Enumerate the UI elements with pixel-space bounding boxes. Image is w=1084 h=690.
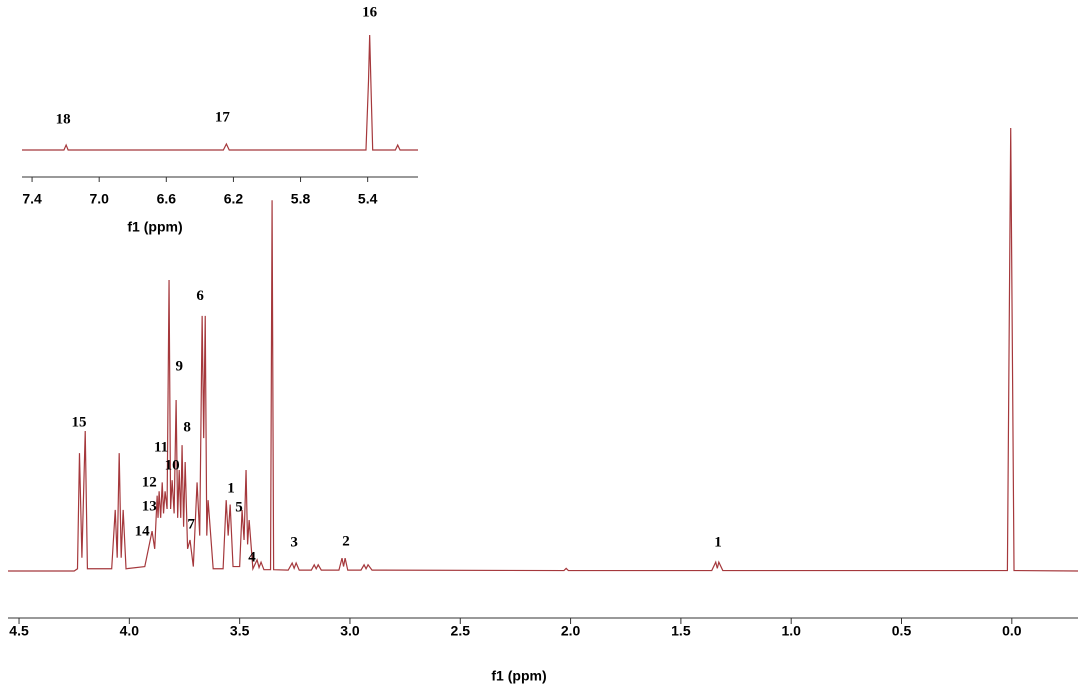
peak-label: 5 xyxy=(235,500,243,516)
peak-label: 6 xyxy=(196,288,204,304)
peak-label: 8 xyxy=(183,419,191,435)
x-tick-label: 5.8 xyxy=(291,191,311,207)
x-tick-label: 1.5 xyxy=(671,623,691,639)
spectrum-line xyxy=(22,34,418,151)
x-tick-label: 5.4 xyxy=(358,191,378,207)
peak-label: 2 xyxy=(342,534,350,550)
peak-label: 15 xyxy=(72,414,87,430)
peak-label: 3 xyxy=(290,535,298,551)
peak-label: 18 xyxy=(56,112,71,128)
peak-label: 10 xyxy=(165,457,180,473)
x-axis-label: f1 (ppm) xyxy=(127,219,182,235)
x-tick-label: 2.0 xyxy=(561,623,581,639)
x-tick-label: 7.4 xyxy=(22,191,42,207)
spectrum-line xyxy=(8,127,1079,572)
x-tick-label: 4.0 xyxy=(120,623,140,639)
x-tick-label: 0.0 xyxy=(1002,623,1022,639)
x-tick-label: 2.5 xyxy=(451,623,471,639)
x-tick-label: 3.0 xyxy=(340,623,360,639)
peak-label: 4 xyxy=(248,550,256,566)
x-tick-label: 4.5 xyxy=(9,623,29,639)
peak-label: 12 xyxy=(142,474,157,490)
peak-label: 14 xyxy=(135,523,151,539)
peak-label: 7 xyxy=(187,516,195,532)
peak-label: 9 xyxy=(175,359,183,375)
x-axis-label: f1 (ppm) xyxy=(491,668,546,684)
x-tick-label: 6.6 xyxy=(157,191,177,207)
peak-label: 16 xyxy=(362,5,378,21)
x-tick-label: 7.0 xyxy=(89,191,109,207)
x-tick-label: 6.2 xyxy=(224,191,244,207)
x-tick-label: 0.5 xyxy=(892,623,912,639)
peak-label: 13 xyxy=(142,499,157,515)
peak-label: 1 xyxy=(714,535,722,551)
x-tick-label: 1.0 xyxy=(781,623,801,639)
x-tick-label: 3.5 xyxy=(230,623,250,639)
peak-label: 17 xyxy=(215,109,231,125)
peak-label: 1 xyxy=(227,480,235,496)
peak-label: 11 xyxy=(154,439,168,455)
